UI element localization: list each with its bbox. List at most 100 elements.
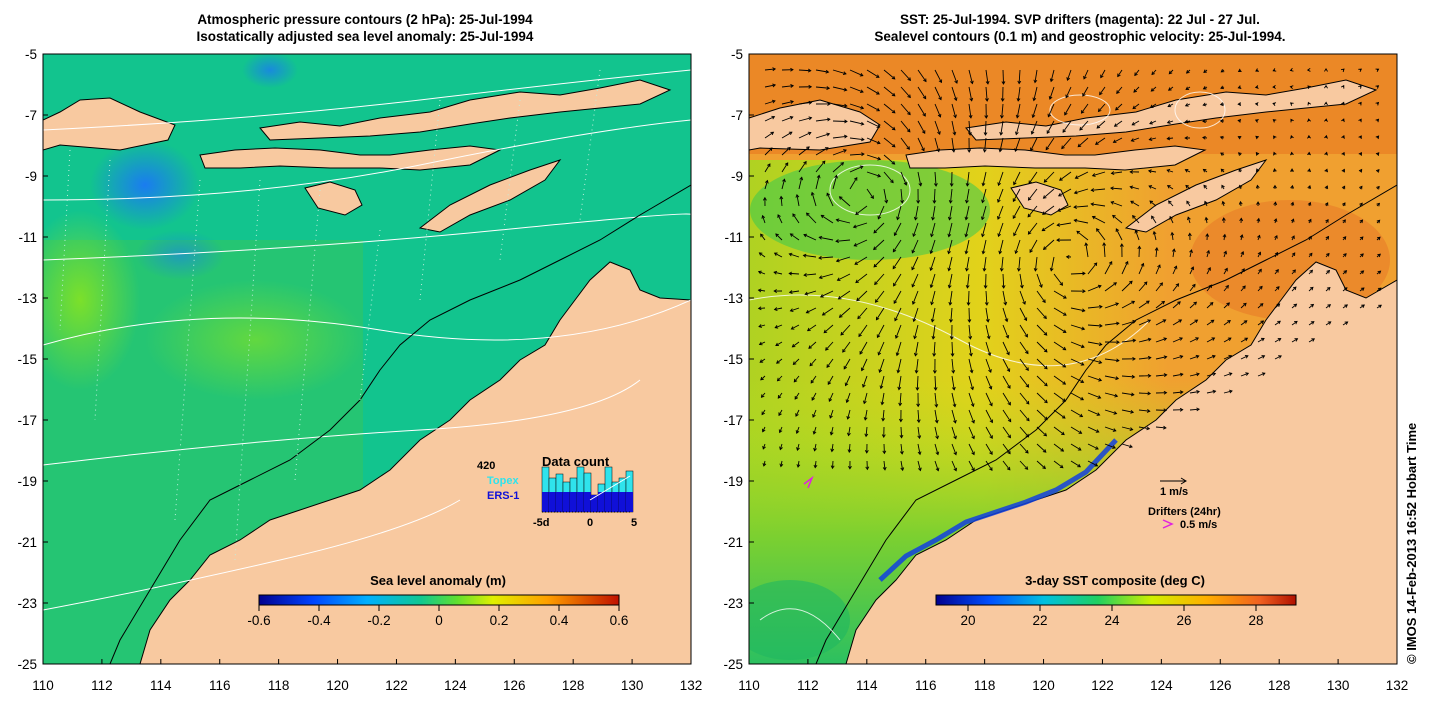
sst-colorbar: 3-day SST composite (deg C) 20 22 24 26 28 <box>935 573 1297 628</box>
longitude-tick-label: 110 <box>32 678 54 693</box>
colorbar-tick-label: 26 <box>1176 613 1191 628</box>
latitude-tick-label: -7 <box>731 108 743 123</box>
axis-tick-labels: -5 -7 -9 -11 -13 -15 -17 -19 -21 -23 -25 110 112 114 1… <box>17 47 1408 693</box>
sst-australia-mainland <box>845 261 1397 664</box>
inset-ers-bar <box>563 492 570 512</box>
longitude-tick-label: 122 <box>1091 678 1114 693</box>
longitude-tick-label: 120 <box>1032 678 1055 693</box>
latitude-tick-label: -9 <box>731 169 743 184</box>
colorbar-tick-label: 22 <box>1032 613 1047 628</box>
colorbar-tick-label: -0.2 <box>367 613 390 628</box>
latitude-tick-label: -13 <box>723 291 743 306</box>
sst-lesser-sunda-islands <box>905 145 1207 171</box>
longitude-tick-label: 118 <box>974 678 996 693</box>
longitude-tick-label: 122 <box>385 678 408 693</box>
inset-tick-end: 5 <box>631 517 637 529</box>
inset-ers-bar <box>591 495 598 512</box>
banda-islands <box>259 79 672 141</box>
latitude-tick-label: -15 <box>17 352 37 367</box>
drifter-speed-label: 0.5 m/s <box>1180 519 1217 531</box>
inset-ers-bar <box>619 492 626 512</box>
data-count-title: Data count <box>542 454 610 469</box>
sst-bathymetry-contour <box>815 184 1397 664</box>
sst-sumba-island <box>1010 181 1069 216</box>
right-title-line-2: Sealevel contours (0.1 m) and geostrophi… <box>874 29 1286 44</box>
inset-ers-bar <box>542 492 549 512</box>
sla-colorbar-gradient <box>258 594 620 606</box>
inset-ers-bar <box>570 492 577 512</box>
sla-map <box>43 54 691 664</box>
latitude-tick-label: -11 <box>18 230 37 245</box>
left-panel-title: Atmospheric pressure contours (2 hPa): 2… <box>150 11 580 45</box>
longitude-tick-label: 116 <box>209 678 231 693</box>
sst-colorbar-title: 3-day SST composite (deg C) <box>1025 573 1205 588</box>
timor-island <box>418 159 562 233</box>
bathymetry-contour <box>109 184 691 664</box>
inset-ers-bar <box>556 492 563 512</box>
velocity-scale-legend: 1 m/s <box>1160 477 1188 498</box>
inset-ers-bar <box>612 492 619 512</box>
left-title-line-1: Atmospheric pressure contours (2 hPa): 2… <box>197 12 533 27</box>
velocity-scale-label: 1 m/s <box>1160 486 1188 498</box>
right-title-line-1: SST: 25-Jul-1994. SVP drifters (magenta)… <box>900 12 1260 27</box>
australia-mainland <box>139 261 691 664</box>
longitude-tick-label: 132 <box>1386 678 1409 693</box>
latitude-tick-label: -17 <box>723 413 743 428</box>
geostrophic-velocity-vectors <box>757 67 1382 472</box>
longitude-tick-label: 114 <box>856 678 878 693</box>
longitude-tick-label: 128 <box>562 678 585 693</box>
inset-ers-bar <box>598 492 605 512</box>
inset-tick-start: -5d <box>533 517 550 529</box>
inset-ers-bar <box>549 492 556 512</box>
latitude-tick-label: -23 <box>17 596 37 611</box>
sea-level-contours <box>749 91 1226 641</box>
latitude-tick-label: -9 <box>25 169 37 184</box>
colorbar-tick-label: 0.4 <box>550 613 569 628</box>
colorbar-tick-label: -0.4 <box>307 613 331 628</box>
sst-map <box>749 54 1397 664</box>
ers-label: ERS-1 <box>487 490 519 502</box>
colorbar-tick-label: 20 <box>960 613 975 628</box>
drifter-track <box>803 475 814 489</box>
colorbar-tick-label: -0.6 <box>247 613 270 628</box>
sst-cool-eddy <box>750 160 990 260</box>
colorbar-tick-label: 0 <box>435 613 443 628</box>
longitude-tick-label: 112 <box>91 678 113 693</box>
sla-colorbar-title: Sea level anomaly (m) <box>370 573 506 588</box>
java-island <box>43 97 176 151</box>
colorbar-tick-label: 28 <box>1248 613 1263 628</box>
latitude-tick-label: -7 <box>25 108 37 123</box>
longitude-tick-label: 132 <box>680 678 703 693</box>
latitude-tick-label: -5 <box>731 47 743 62</box>
longitude-tick-label: 130 <box>621 678 644 693</box>
longitude-tick-label: 128 <box>1268 678 1291 693</box>
latitude-tick-label: -21 <box>723 535 743 550</box>
latitude-tick-label: -13 <box>17 291 37 306</box>
latitude-tick-label: -15 <box>723 352 743 367</box>
latitude-tick-label: -23 <box>723 596 743 611</box>
pressure-contour <box>43 69 691 131</box>
colorbar-tick-label: 0.2 <box>490 613 509 628</box>
inset-ers-bar <box>577 492 584 512</box>
right-panel-title: SST: 25-Jul-1994. SVP drifters (magenta)… <box>810 11 1350 45</box>
left-title-line-2: Isostatically adjusted sea level anomaly… <box>196 29 534 44</box>
latitude-tick-label: -25 <box>17 657 37 672</box>
drifter-legend: Drifters (24hr) 0.5 m/s <box>1148 506 1221 531</box>
colorbar-tick-label: 0.6 <box>610 613 629 628</box>
satellite-tracks <box>59 69 601 561</box>
data-count-inset: 420 Topex ERS-1 Data count -5d 0 5 <box>477 454 637 529</box>
inset-ers-bar <box>626 492 633 512</box>
latitude-tick-label: -19 <box>723 474 743 489</box>
latitude-tick-label: -21 <box>17 535 37 550</box>
longitude-tick-label: 126 <box>1209 678 1232 693</box>
sumba-island <box>304 181 363 216</box>
latitude-tick-label: -11 <box>724 230 743 245</box>
longitude-tick-label: 112 <box>797 678 819 693</box>
latitude-tick-label: -19 <box>17 474 37 489</box>
longitude-tick-label: 124 <box>444 678 467 693</box>
drifter-legend-title: Drifters (24hr) <box>1148 506 1221 518</box>
data-count-bars <box>541 466 634 513</box>
sst-coastal-cold-strip <box>878 438 1118 582</box>
latitude-tick-label: -25 <box>723 657 743 672</box>
